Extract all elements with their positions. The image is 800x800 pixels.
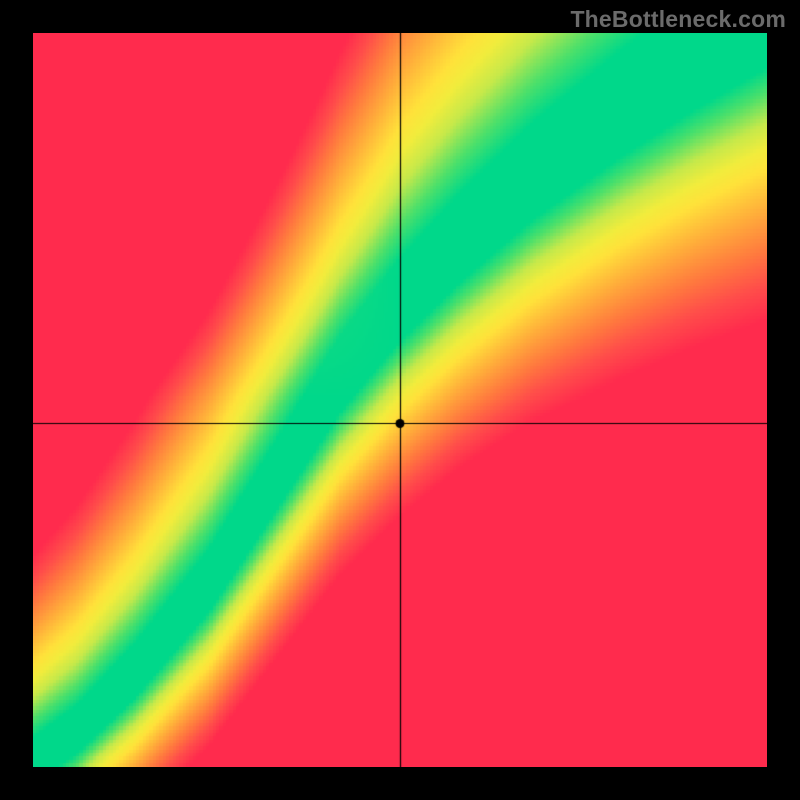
heatmap-canvas [33, 33, 767, 767]
plot-area [33, 33, 767, 767]
figure-frame: TheBottleneck.com [0, 0, 800, 800]
watermark-text: TheBottleneck.com [570, 6, 786, 33]
